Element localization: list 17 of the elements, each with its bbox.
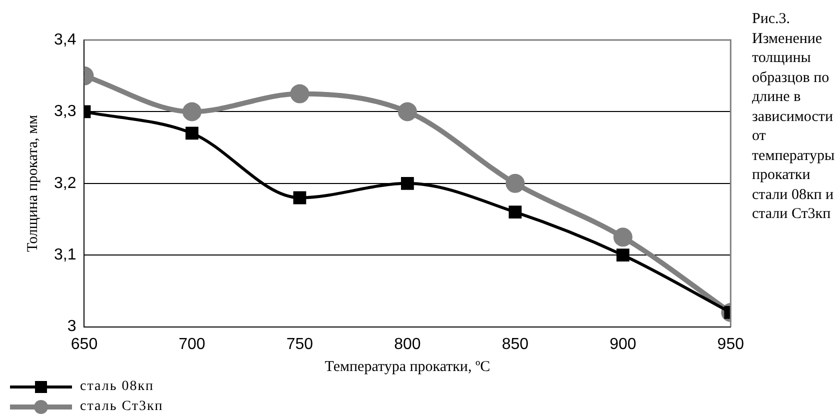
y-tick-label: 3,2 [54,174,76,192]
y-tick-label: 3,1 [54,246,76,264]
x-tick-label: 750 [286,336,314,353]
y-tick-label: 3,3 [54,103,76,120]
x-tick-label: 800 [394,336,421,353]
x-tick-label: 900 [610,336,636,353]
y-tick-label: 3,4 [54,31,76,48]
y-tick-label: 3 [67,318,76,336]
legend-label: сталь 08кп [80,379,154,395]
legend-label: сталь Ст3кп [80,399,164,415]
y-axis-title: Толщина проката, мм [24,114,41,252]
x-tick-label: 650 [70,336,98,353]
x-tick-label: 950 [717,336,744,353]
text: Рис.3. Изменение толщины образцов по длине в зависимости от температуры прокатки стали 08кп и стали Ст3кп [752,11,835,222]
x-tick-label: 700 [178,336,206,353]
x-axis-title: Температура прокатки, ºС [324,358,490,375]
x-tick-label: 850 [502,336,529,353]
